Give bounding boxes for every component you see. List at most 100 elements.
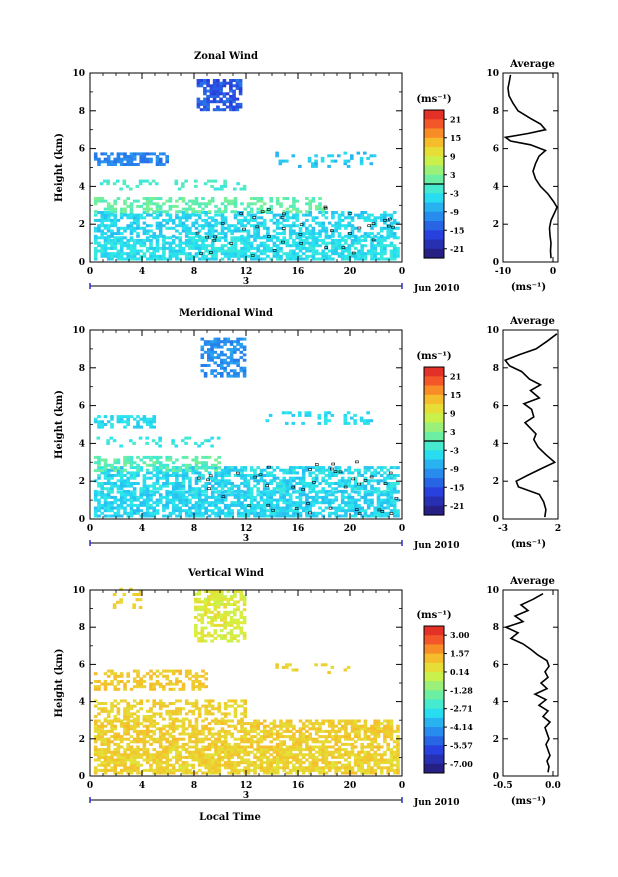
- heatmap-cell: [113, 232, 117, 235]
- heatmap-cell: [136, 219, 140, 222]
- heatmap-cell: [279, 205, 283, 208]
- heatmap-cell: [117, 230, 121, 233]
- heatmap-cell: [178, 482, 182, 485]
- heatmap-cell: [169, 759, 173, 762]
- heatmap-cell: [315, 474, 319, 477]
- heatmap-cell: [305, 748, 309, 751]
- heatmap-cell: [298, 165, 302, 168]
- heatmap-cell: [276, 244, 280, 247]
- heatmap-cell: [146, 759, 150, 762]
- heatmap-cell: [97, 197, 101, 200]
- heatmap-cell: [120, 720, 124, 723]
- heatmap-cell: [341, 509, 345, 512]
- heatmap-cell: [172, 509, 176, 512]
- y-axis-label: Height (km): [54, 649, 65, 718]
- heatmap-cell: [243, 469, 247, 472]
- heatmap-cell: [136, 224, 140, 227]
- heatmap-cell: [396, 743, 400, 746]
- heatmap-cell: [211, 493, 215, 496]
- heatmap-cell: [208, 232, 212, 235]
- heatmap-cell: [204, 232, 208, 235]
- heatmap-cell: [110, 437, 114, 440]
- heatmap-cell: [282, 219, 286, 222]
- heatmap-cell: [221, 735, 225, 738]
- heatmap-cell: [139, 740, 143, 743]
- heatmap-cell: [286, 512, 290, 515]
- heatmap-cell: [136, 464, 140, 467]
- heatmap-cell: [123, 210, 127, 213]
- heatmap-cell: [188, 725, 192, 728]
- heatmap-cell: [279, 202, 283, 205]
- heatmap-cell: [195, 509, 199, 512]
- heatmap-cell: [214, 753, 218, 756]
- heatmap-cell: [344, 227, 348, 230]
- heatmap-cell: [347, 733, 351, 736]
- heatmap-cell: [133, 461, 137, 464]
- heatmap-cell: [182, 725, 186, 728]
- heatmap-cell: [286, 727, 290, 730]
- heatmap-cell: [273, 242, 277, 245]
- heatmap-cell: [357, 236, 361, 239]
- heatmap-cell: [367, 730, 371, 733]
- heatmap-cell: [110, 751, 114, 754]
- heatmap-cell: [269, 764, 273, 767]
- heatmap-cell: [370, 162, 374, 165]
- heatmap-cell: [236, 182, 240, 185]
- heatmap-cell: [275, 152, 279, 155]
- heatmap-cell: [117, 250, 121, 253]
- heatmap-cell: [250, 725, 254, 728]
- heatmap-cell: [234, 738, 238, 741]
- heatmap-cell: [100, 482, 104, 485]
- heatmap-cell: [247, 730, 251, 733]
- heatmap-cell: [276, 258, 280, 261]
- heatmap-cell: [113, 160, 117, 163]
- heatmap-cell: [207, 348, 211, 351]
- heatmap-cell: [221, 509, 225, 512]
- heatmap-cell: [185, 499, 189, 502]
- heatmap-cell: [234, 772, 238, 775]
- y-tick-label: 4: [79, 439, 85, 449]
- heatmap-cell: [156, 205, 160, 208]
- heatmap-cell: [146, 418, 150, 421]
- heatmap-cell: [364, 512, 368, 515]
- heatmap-cell: [107, 761, 111, 764]
- heatmap-cell: [377, 743, 381, 746]
- colorbar-segment: [424, 487, 444, 497]
- heatmap-cell: [120, 479, 124, 482]
- heatmap-cell: [299, 255, 303, 258]
- heatmap-cell: [266, 509, 270, 512]
- heatmap-cell: [263, 252, 267, 255]
- heatmap-cell: [273, 766, 277, 769]
- heatmap-cell: [206, 82, 210, 85]
- heatmap-cell: [94, 725, 98, 728]
- heatmap-cell: [276, 764, 280, 767]
- heatmap-cell: [107, 490, 111, 493]
- heatmap-cell: [390, 720, 394, 723]
- heatmap-cell: [120, 163, 124, 166]
- heatmap-cell: [360, 496, 364, 499]
- heatmap-cell: [136, 456, 140, 459]
- heatmap-cell: [370, 766, 374, 769]
- heatmap-cell: [169, 255, 173, 258]
- heatmap-cell: [97, 160, 101, 163]
- heatmap-cell: [100, 214, 104, 217]
- heatmap-cell: [305, 512, 309, 515]
- heatmap-cell: [159, 461, 163, 464]
- heatmap-cell: [247, 482, 251, 485]
- heatmap-cell: [299, 766, 303, 769]
- heatmap-cell: [188, 515, 192, 518]
- heatmap-cell: [253, 197, 257, 200]
- heatmap-cell: [240, 255, 244, 258]
- heatmap-cell: [344, 501, 348, 504]
- heatmap-cell: [175, 759, 179, 762]
- heatmap-cell: [282, 722, 286, 725]
- heatmap-cell: [367, 490, 371, 493]
- heatmap-cell: [266, 419, 270, 422]
- heatmap-cell: [130, 160, 134, 163]
- heatmap-cell: [126, 160, 130, 163]
- heatmap-cell: [204, 766, 208, 769]
- heatmap-cell: [331, 160, 335, 163]
- heatmap-cell: [104, 707, 108, 710]
- heatmap-cell: [286, 756, 290, 759]
- heatmap-cell: [344, 152, 348, 155]
